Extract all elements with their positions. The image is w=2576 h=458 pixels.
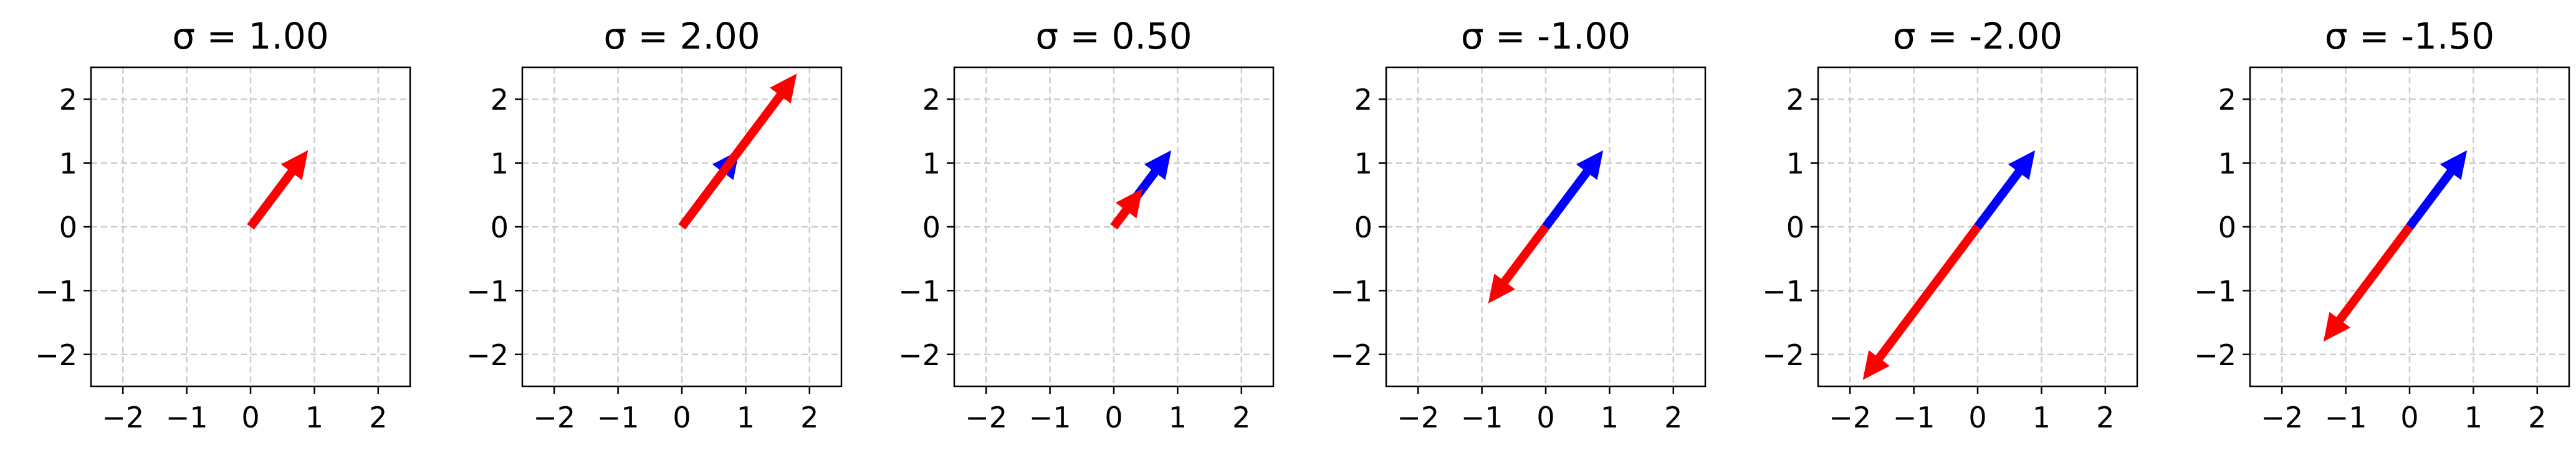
y-tick-label: −1 (2194, 274, 2236, 308)
x-tick-label: 1 (737, 401, 755, 434)
x-tick-label: −2 (1397, 401, 1439, 434)
panel-title: σ = -2.00 (1893, 15, 2062, 57)
panel-title: σ = 1.00 (172, 15, 328, 57)
x-tick-label: −1 (166, 401, 208, 434)
y-tick-label: 2 (922, 83, 941, 117)
x-tick-label: 2 (369, 401, 387, 434)
panel-title: σ = -1.00 (1461, 15, 1630, 57)
y-tick-label: −2 (1762, 338, 1804, 372)
x-tick-label: −2 (102, 401, 144, 434)
x-tick-label: 2 (2096, 401, 2114, 434)
red-vector-arrow (678, 74, 797, 230)
y-tick-label: −2 (898, 338, 941, 372)
chart-panel-6: −2 −1 0 1 2 2 1 0 −1 −2 σ = -1.50 (2194, 15, 2570, 434)
x-tick-label: −2 (965, 401, 1007, 434)
x-tick-label: 1 (305, 401, 323, 434)
y-tick-label: 2 (2218, 83, 2236, 117)
blue-vector-arrow (2406, 150, 2468, 230)
y-tick-label: −2 (1330, 338, 1372, 372)
y-tick-label: 0 (59, 211, 77, 244)
y-tick-label: −1 (1330, 274, 1372, 308)
chart-panel-5: −2 −1 0 1 2 2 1 0 −1 −2 σ = -2.00 (1762, 15, 2138, 434)
panel-title: σ = -1.50 (2325, 15, 2494, 57)
x-tick-label: 0 (1104, 401, 1123, 434)
y-tick-label: −1 (1762, 274, 1804, 308)
panel-title: σ = 2.00 (603, 15, 760, 57)
y-tick-label: 2 (491, 83, 509, 117)
y-tick-label: 1 (1786, 147, 1804, 181)
x-tick-label: −2 (533, 401, 575, 434)
x-tick-label: 0 (1536, 401, 1554, 434)
y-tick-label: −1 (35, 274, 77, 308)
red-vector-arrow (1488, 224, 1549, 303)
y-tick-label: 2 (1354, 83, 1372, 117)
chart-panel-1: −2 −1 0 1 2 2 1 0 −1 −2 σ = 1.00 (35, 15, 411, 434)
x-tick-label: −1 (1029, 401, 1071, 434)
y-tick-label: −1 (466, 274, 509, 308)
x-tick-label: −1 (597, 401, 639, 434)
red-vector-arrow (1110, 188, 1143, 230)
x-tick-label: 0 (673, 401, 691, 434)
x-tick-label: 1 (1169, 401, 1187, 434)
x-tick-label: 2 (2528, 401, 2546, 434)
y-tick-label: 2 (59, 83, 77, 117)
red-vector-arrow (247, 150, 309, 230)
y-tick-label: 0 (491, 211, 509, 244)
y-tick-label: 2 (1786, 83, 1804, 117)
blue-vector-arrow (1974, 150, 2036, 230)
x-tick-label: 0 (1968, 401, 1986, 434)
x-tick-label: 0 (2400, 401, 2418, 434)
chart-panel-4: −2 −1 0 1 2 2 1 0 −1 −2 σ = -1.00 (1330, 15, 1707, 434)
chart-panel-2: −2 −1 0 1 2 2 1 0 −1 −2 σ = 2.00 (466, 15, 843, 434)
red-vector-arrow (2323, 224, 2413, 342)
y-tick-label: 1 (1354, 147, 1372, 181)
y-tick-label: 1 (2218, 147, 2236, 181)
chart-panel-3: −2 −1 0 1 2 2 1 0 −1 −2 σ = 0.50 (898, 15, 1275, 434)
x-tick-label: 2 (1232, 401, 1250, 434)
x-tick-label: −1 (1461, 401, 1503, 434)
y-tick-label: 0 (1354, 211, 1372, 244)
x-tick-label: −2 (1829, 401, 1871, 434)
y-tick-label: 1 (59, 147, 77, 181)
y-tick-label: −2 (466, 338, 509, 372)
red-vector-arrow (1862, 224, 1981, 380)
y-tick-label: −2 (35, 338, 77, 372)
y-tick-label: 0 (2218, 211, 2236, 244)
y-tick-label: 1 (922, 147, 941, 181)
x-tick-label: −1 (2325, 401, 2367, 434)
x-tick-label: 1 (1601, 401, 1619, 434)
x-tick-label: −2 (2261, 401, 2303, 434)
x-tick-label: 1 (2033, 401, 2051, 434)
x-tick-label: 1 (2464, 401, 2483, 434)
y-tick-label: 0 (922, 211, 941, 244)
x-tick-label: −1 (1893, 401, 1935, 434)
panel-title: σ = 0.50 (1035, 15, 1192, 57)
y-tick-label: −2 (2194, 338, 2236, 372)
y-tick-label: 1 (491, 147, 509, 181)
x-tick-label: 0 (241, 401, 259, 434)
x-tick-label: 2 (800, 401, 818, 434)
x-tick-label: 2 (1664, 401, 1682, 434)
y-tick-label: −1 (898, 274, 941, 308)
y-tick-label: 0 (1786, 211, 1804, 244)
blue-vector-arrow (1542, 150, 1604, 230)
